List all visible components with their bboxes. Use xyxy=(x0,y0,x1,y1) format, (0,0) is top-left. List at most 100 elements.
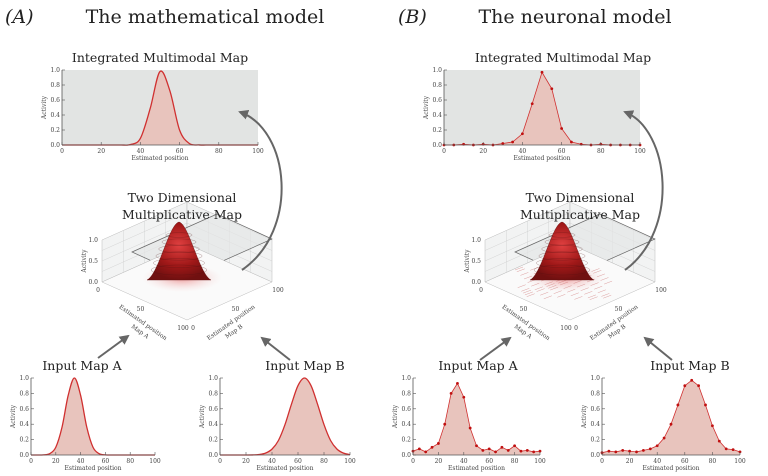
noise-ridge xyxy=(550,286,559,291)
noise-ridge xyxy=(523,275,533,280)
y-axis-label: Activity xyxy=(423,95,430,120)
input-b-title-a: Input Map B xyxy=(265,358,345,373)
x-axis-label: Estimated position xyxy=(131,155,188,162)
x-tick-label: 100 xyxy=(534,458,546,465)
grid-line xyxy=(484,212,571,251)
arrow-from-input-b-b xyxy=(643,336,673,361)
contour-line xyxy=(155,251,203,261)
panel-letter-b: (B) xyxy=(398,6,427,28)
data-point xyxy=(662,436,666,440)
noise-ridge xyxy=(587,294,596,299)
noise-ridge xyxy=(536,288,545,292)
data-point xyxy=(607,449,611,453)
y-tick-label: 1.0 xyxy=(590,375,600,382)
contour-line xyxy=(158,245,200,253)
noise-ridge xyxy=(543,295,552,300)
x-tick-label: 20 xyxy=(479,148,487,155)
curve-line xyxy=(412,382,541,453)
area-fill xyxy=(220,378,350,456)
x-tick-label: 80 xyxy=(215,148,223,155)
data-point xyxy=(655,444,659,448)
data-point xyxy=(487,447,491,451)
data-point xyxy=(697,384,700,388)
y-tick-label: 0.8 xyxy=(432,82,442,89)
y-axis-label: Activity xyxy=(581,404,588,429)
z-tick-label: 1.0 xyxy=(88,237,98,244)
curve-line xyxy=(30,377,155,456)
y-tick-label: 0.4 xyxy=(50,112,60,119)
y-tick-label: 0.6 xyxy=(208,406,218,413)
data-point xyxy=(614,450,618,454)
data-point xyxy=(738,450,742,454)
x-tick-label: 40 xyxy=(653,458,661,465)
noise-ridge xyxy=(604,280,613,285)
activity-bump xyxy=(146,221,212,281)
x-tick-label: 80 xyxy=(709,458,717,465)
map-a-tick-label: 50 xyxy=(137,306,145,313)
y-tick-label: 0.2 xyxy=(19,437,29,444)
data-point xyxy=(635,450,638,454)
y-tick-label: 0.6 xyxy=(432,97,442,104)
area-fill xyxy=(62,71,258,146)
contour-line xyxy=(536,258,588,268)
data-point xyxy=(519,449,523,453)
twod-title-a-1: Two Dimensional xyxy=(127,190,237,205)
arrow-to-integrated-b xyxy=(623,110,664,271)
x-tick-label: 20 xyxy=(242,458,250,465)
data-point xyxy=(468,426,472,430)
plot-B-integrated: 0 20 40 60 80 100 0.0 0.2 0.4 0.6 0.8 1.0 Estimated … xyxy=(423,67,646,162)
contour-line xyxy=(548,232,576,238)
x-tick-label: 80 xyxy=(597,148,605,155)
data-point xyxy=(530,102,534,106)
data-point xyxy=(669,422,673,426)
x-tick-label: 100 xyxy=(252,148,264,155)
y-tick-label: 0.4 xyxy=(432,112,442,119)
data-point xyxy=(683,384,687,388)
x-tick-label: 100 xyxy=(734,458,746,465)
x-tick-label: 20 xyxy=(52,458,60,465)
data-point xyxy=(676,403,680,407)
y-axis-label: Activity xyxy=(392,404,399,429)
contour-line xyxy=(538,251,586,261)
contour-line xyxy=(165,232,193,238)
y-tick-label: 0.0 xyxy=(590,452,600,459)
input-b-title-b: Input Map B xyxy=(650,358,730,373)
data-point xyxy=(511,140,514,144)
noise-ridge xyxy=(516,268,525,273)
data-point xyxy=(642,448,645,452)
data-point xyxy=(560,127,563,130)
x-tick-label: 60 xyxy=(558,148,566,155)
noise-ridge xyxy=(546,283,555,287)
map-b-tick-label: 100 xyxy=(655,287,667,294)
data-point xyxy=(481,448,485,452)
data-point xyxy=(717,439,721,443)
map-b-tick-label: 100 xyxy=(272,287,284,294)
panel-title-a: The mathematical model xyxy=(85,6,325,28)
x-tick-label: 20 xyxy=(97,148,105,155)
x-tick-label: 0 xyxy=(60,148,64,155)
x-tick-label: 60 xyxy=(681,458,689,465)
x-axis-label: Estimated position xyxy=(448,465,505,472)
y-axis-label: Activity xyxy=(10,404,17,429)
arrow-from-input-a-a xyxy=(97,334,130,359)
noise-ridge xyxy=(589,296,598,300)
noise-ridge xyxy=(584,291,593,295)
x-tick-label: 0 xyxy=(600,458,604,465)
data-point xyxy=(550,87,554,91)
y-tick-label: 0.8 xyxy=(401,390,411,397)
data-point xyxy=(494,450,497,454)
z-tick-label: 1.0 xyxy=(471,237,481,244)
y-tick-label: 0.2 xyxy=(401,437,411,444)
data-point xyxy=(462,395,466,399)
y-tick-label: 0.0 xyxy=(19,452,29,459)
y-tick-label: 1.0 xyxy=(432,67,442,74)
y-tick-label: 0.2 xyxy=(208,437,218,444)
noise-ridge xyxy=(520,272,529,276)
data-point xyxy=(540,70,544,74)
twod-title-b-1: Two Dimensional xyxy=(525,190,635,205)
y-tick-label: 0.0 xyxy=(401,452,411,459)
arrow-from-input-b-a xyxy=(260,336,291,361)
y-tick-label: 0.4 xyxy=(590,421,600,428)
noise-ridge xyxy=(553,290,562,294)
